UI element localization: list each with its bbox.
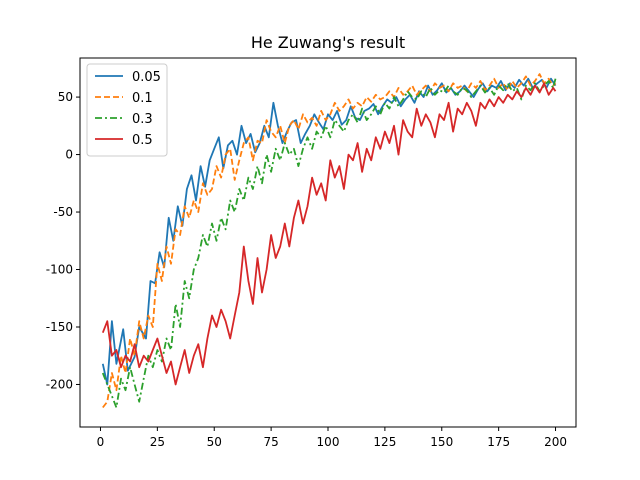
y-tick-label: 50 [58, 90, 73, 104]
x-tick-label: 50 [207, 435, 222, 449]
legend: 0.05 0.1 0.3 0.5 [86, 63, 168, 157]
x-tick-label: 175 [487, 435, 510, 449]
series-line-0.5 [101, 82, 557, 386]
plot-area [101, 73, 557, 409]
series-line-0.1 [102, 73, 557, 409]
series-line-0.3 [101, 78, 557, 409]
chart-title: He Zuwang's result [251, 33, 405, 52]
legend-label-0.5: 0.5 [132, 133, 153, 148]
legend-label-0.05: 0.05 [132, 70, 161, 85]
x-tick-label: 25 [150, 435, 165, 449]
x-tick-label: 200 [544, 435, 567, 449]
y-tick-label: -50 [53, 205, 73, 219]
y-tick-label: 0 [65, 148, 73, 162]
legend-label-0.1: 0.1 [132, 91, 153, 106]
x-tick-label: 75 [263, 435, 278, 449]
legend-label-0.3: 0.3 [132, 112, 153, 127]
x-tick-label: 0 [97, 435, 105, 449]
x-tick-label: 150 [430, 435, 453, 449]
y-tick-label: -100 [46, 263, 73, 277]
y-tick-label: -150 [46, 320, 73, 334]
x-tick-label: 100 [317, 435, 340, 449]
y-tick-label: -200 [46, 377, 73, 391]
x-tick-label: 125 [373, 435, 396, 449]
axes: 0 25 50 75 100 125 150 175 200 -200 -150 -100 -50 0 50 [46, 57, 577, 449]
legend-box [86, 63, 168, 157]
